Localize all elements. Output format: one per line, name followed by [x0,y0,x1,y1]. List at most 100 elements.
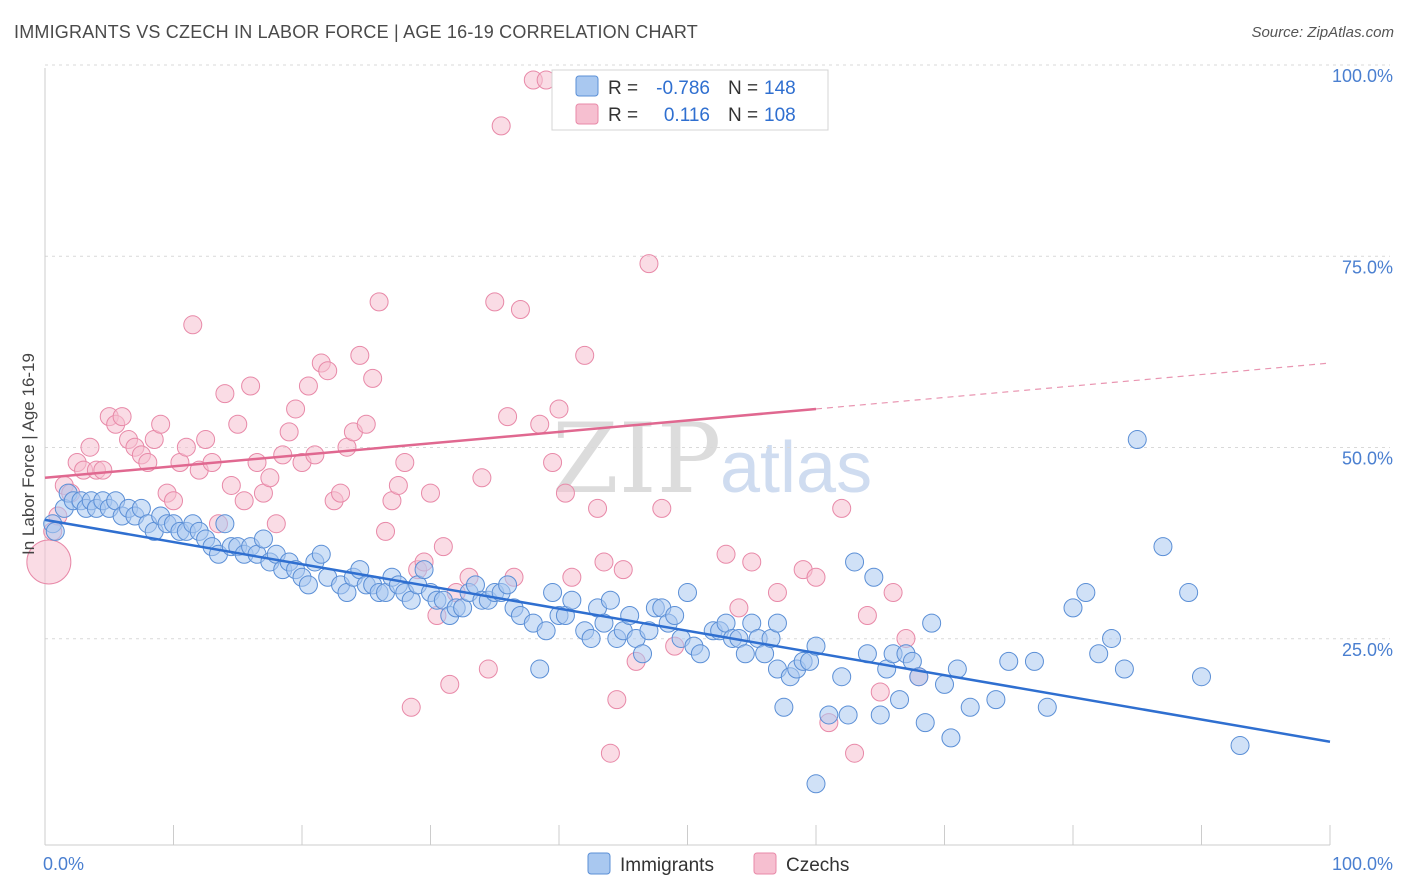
czechs-point [588,498,608,518]
czechs-point [318,361,338,381]
legend-series: Immigrants Czechs [587,852,849,876]
immigrants-point [806,636,826,656]
immigrants-point [633,644,653,664]
czechs-point [472,468,492,488]
czechs-point [260,468,280,488]
axes [44,68,1331,846]
trend-lines [44,362,1331,743]
czechs-point [215,384,235,404]
czechs-point [331,483,351,503]
czechs-point [510,300,530,319]
czechs-point [491,116,511,136]
immigrants-point [986,690,1006,710]
immigrants-point [1127,430,1147,450]
legend-n-label-czechs: N = [728,105,758,126]
czechs-point [241,376,261,396]
legend-bottom-label-immigrants: Immigrants [620,855,714,876]
czechs-point [247,453,267,472]
czechs-point [234,491,254,511]
czechs-point [652,498,672,518]
czechs-point [228,414,248,434]
legend-swatch-immigrants [575,75,599,97]
watermark-atlas: atlas [720,428,872,508]
watermark: ZIP atlas [552,403,872,515]
czechs-point [376,521,396,541]
immigrants-point [832,667,852,687]
immigrants-point [1230,736,1250,756]
czechs-point [176,437,196,457]
czechs-point [421,483,440,503]
immigrants-point [960,697,980,717]
czechs-point [286,399,306,419]
czechs-point [151,414,171,434]
czechs-point [562,567,582,587]
czechs-point [112,407,132,427]
immigrants-point [999,651,1019,671]
immigrants-point [690,644,710,664]
czechs-point [433,537,453,557]
immigrants-point [1089,644,1109,664]
czechs-point [543,453,563,472]
y-tick-label-1: 50.0% [1342,449,1393,469]
immigrants-point [941,728,961,748]
immigrants-point [311,544,331,564]
czechs-point [279,422,299,442]
czechs-point [498,407,518,427]
legend-r-label-czechs: R = [608,105,638,126]
legend-r-value-immigrants: -0.786 [656,78,710,99]
czechs-trend-line [44,407,817,480]
czechs-point [485,292,505,312]
immigrants-point [1076,583,1096,603]
immigrants-point [1179,583,1199,603]
immigrants-point [215,514,235,534]
immigrants-point [935,674,954,694]
legend-bottom-label-czechs: Czechs [786,855,849,876]
czechs-point [530,414,550,434]
czechs-point [607,690,627,710]
immigrants-point [530,659,550,679]
immigrants-point [594,613,614,633]
immigrants-point [543,583,563,603]
immigrants-point [536,621,556,641]
immigrants-point [253,529,273,549]
x-tick-labels: 0.0% 100.0% [43,854,1393,874]
chart-title: IMMIGRANTS VS CZECH IN LABOR FORCE | AGE… [14,22,698,42]
czechs-point [845,743,865,763]
czechs-point [93,460,113,480]
x-tick-label-0: 0.0% [43,854,84,874]
immigrants-point [600,590,620,610]
czechs-point [80,437,100,457]
immigrants-point [870,705,890,725]
czechs-point [401,697,421,717]
immigrants-point [1063,598,1083,618]
immigrants-point [735,644,755,664]
czechs-point [613,560,633,580]
legend-n-label-immigrants: N = [728,78,758,99]
legend-n-value-immigrants: 148 [764,78,796,99]
czechs-point [716,544,736,564]
legend-r-value-czechs: 0.116 [664,105,710,126]
immigrants-point [1192,667,1211,687]
legend-correlation: R = -0.786 N = 148 R = 0.116 N = 108 [551,69,829,131]
czechs-point [388,475,408,495]
czechs-point [164,491,183,511]
x-tick-label-1: 100.0% [1332,854,1393,874]
immigrants-point [1102,628,1122,648]
czechs-point [440,674,460,694]
immigrants-point [1114,659,1134,679]
immigrants-point [498,575,518,595]
legend-r-label-immigrants: R = [608,78,638,99]
legend-bottom-swatch-immigrants [587,852,611,875]
immigrants-point [1037,697,1057,717]
czechs-point [806,567,826,587]
czechs-point [575,345,595,365]
immigrants-point [298,575,318,595]
immigrants-point [806,774,826,794]
czechs-point [883,583,903,603]
czechs-point [549,399,569,419]
immigrants-point [1153,537,1173,557]
czechs-point [183,315,203,335]
czechs-point [395,453,415,472]
czechs-point [832,498,852,518]
czechs-point [196,430,216,450]
